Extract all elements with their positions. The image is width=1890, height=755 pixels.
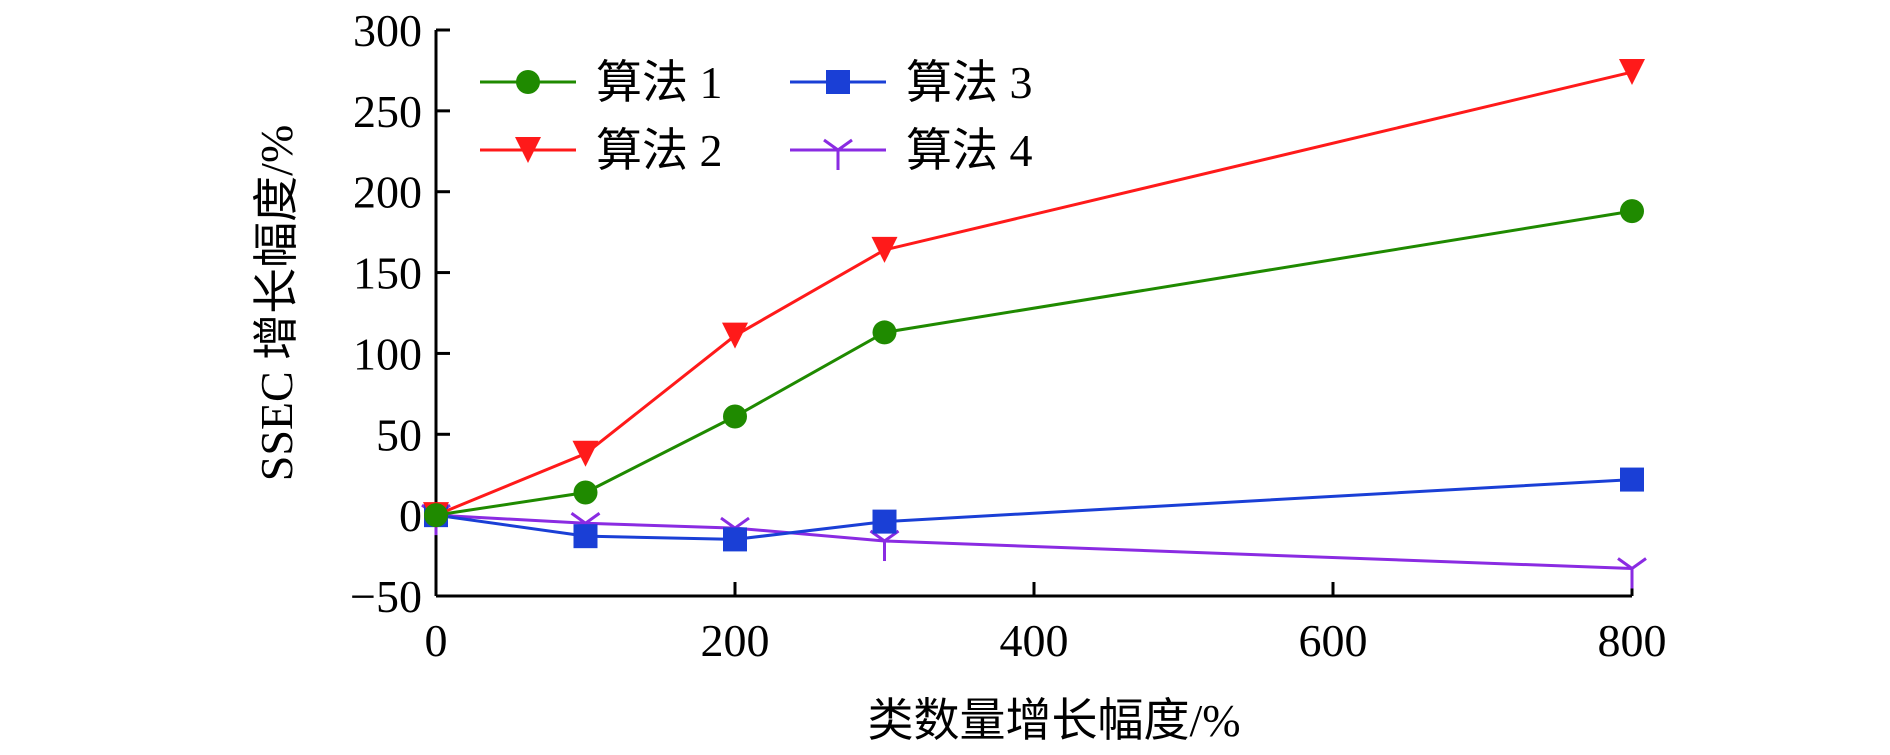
x-tick-label: 200 bbox=[701, 615, 770, 666]
y-tick-label: −50 bbox=[350, 571, 422, 622]
y-tick-label: 0 bbox=[399, 490, 422, 541]
legend-item: 算法 3 bbox=[790, 57, 1033, 108]
y-tick-label: 300 bbox=[353, 5, 422, 56]
x-tick-label: 600 bbox=[1299, 615, 1368, 666]
data-point bbox=[872, 509, 897, 534]
data-point bbox=[722, 322, 748, 349]
series-4 bbox=[421, 503, 1647, 589]
series-line bbox=[435, 478, 1633, 541]
legend-label: 算法 1 bbox=[596, 57, 723, 108]
data-point bbox=[572, 440, 599, 467]
data-point bbox=[1620, 467, 1644, 492]
x-tick-label: 400 bbox=[1000, 615, 1069, 666]
y-tick-label: 100 bbox=[353, 328, 422, 379]
y-axis-ticks: −50 0 50 100 150 200 250 300 bbox=[350, 5, 450, 622]
marker-stroke bbox=[1631, 557, 1647, 570]
data-point bbox=[723, 527, 747, 552]
data-point bbox=[424, 503, 448, 528]
data-point bbox=[1620, 199, 1644, 224]
legend-marker bbox=[516, 70, 540, 94]
series-line bbox=[435, 209, 1633, 517]
data-point bbox=[1619, 59, 1645, 86]
marker-stroke bbox=[584, 512, 601, 525]
data-point bbox=[869, 529, 900, 562]
data-point bbox=[723, 404, 747, 429]
legend-marker bbox=[826, 70, 850, 94]
data-point bbox=[871, 236, 898, 263]
y-tick-label: 150 bbox=[353, 248, 422, 299]
legend-label: 算法 4 bbox=[906, 125, 1033, 176]
marker-stroke bbox=[570, 512, 587, 525]
data-point bbox=[573, 524, 598, 549]
legend-item: 算法 4 bbox=[790, 125, 1033, 176]
y-tick-label: 50 bbox=[376, 409, 422, 460]
data-point bbox=[1617, 557, 1647, 589]
series-1 bbox=[424, 199, 1644, 528]
marker-stroke bbox=[734, 516, 750, 530]
legend-item: 算法 1 bbox=[480, 57, 723, 108]
legend: 算法 1 算法 2 算法 3 算法 4 bbox=[480, 57, 1033, 176]
legend-item: 算法 2 bbox=[480, 125, 723, 176]
legend-label: 算法 3 bbox=[906, 57, 1033, 108]
legend-marker bbox=[515, 137, 541, 163]
series-3 bbox=[424, 467, 1644, 552]
data-point bbox=[872, 320, 897, 345]
data-point bbox=[573, 480, 598, 505]
x-tick-label: 800 bbox=[1598, 615, 1667, 666]
legend-marker bbox=[823, 138, 853, 170]
y-tick-label: 200 bbox=[353, 167, 422, 218]
x-axis-ticks: 0 200 400 600 800 bbox=[425, 582, 1667, 666]
marker-stroke bbox=[837, 138, 853, 152]
marker-stroke bbox=[1617, 557, 1633, 570]
y-axis-title: SSEC 增长幅度/% bbox=[251, 125, 302, 482]
x-axis-title: 类数量增长幅度/% bbox=[867, 695, 1240, 746]
series-line bbox=[435, 513, 1633, 571]
marker-stroke bbox=[720, 516, 736, 530]
y-tick-label: 250 bbox=[353, 86, 422, 137]
legend-label: 算法 2 bbox=[596, 125, 723, 176]
x-tick-label: 0 bbox=[425, 615, 448, 666]
marker-stroke bbox=[823, 138, 839, 152]
series-layer bbox=[421, 59, 1647, 589]
